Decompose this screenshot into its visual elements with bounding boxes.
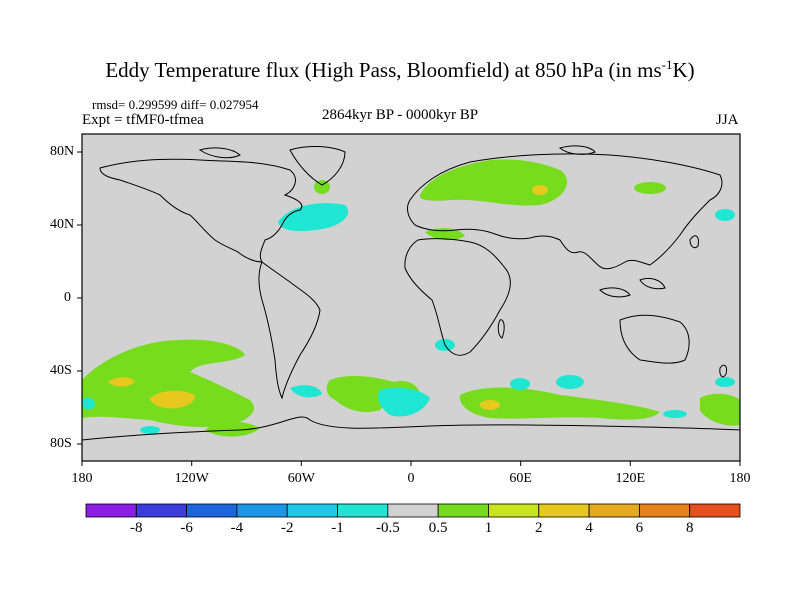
- colorbar-label: 1: [484, 520, 493, 536]
- positive-core-s-indian: [480, 400, 500, 410]
- colorbar-swatch: [538, 503, 590, 518]
- lon-label-0: 0: [407, 471, 415, 486]
- season-label: JJA: [716, 112, 739, 128]
- colorbar-swatch: [437, 503, 489, 518]
- coastlines: [81, 145, 741, 441]
- colorbar-swatch: [135, 503, 188, 518]
- negative-patch-n-atlantic: [278, 203, 349, 232]
- colorbar-swatch: [689, 503, 741, 518]
- lat-label-80s: 80S: [50, 436, 72, 451]
- colorbar-swatch: [588, 503, 640, 518]
- negative-patch-ross: [140, 426, 160, 434]
- positive-core-s-pacific: [150, 390, 195, 409]
- lat-label-0: 0: [64, 290, 71, 305]
- colorbar-swatch: [638, 503, 691, 518]
- positive-patch-greenland: [314, 180, 330, 194]
- colorbar-swatch: [186, 503, 238, 518]
- chart-title: Eddy Temperature flux (High Pass, Bloomf…: [0, 57, 800, 83]
- title-main: Eddy Temperature flux (High Pass, Bloomf…: [105, 58, 662, 82]
- colorbar-label: 8: [685, 520, 694, 536]
- colorbar-label: -2: [280, 520, 294, 536]
- title-end: K): [672, 58, 695, 82]
- positive-patch-tasman: [700, 393, 740, 426]
- colorbar-label: 2: [535, 520, 543, 536]
- lon-label-60w: 60W: [287, 471, 315, 486]
- negative-patch-n-pacific: [715, 209, 735, 221]
- lat-label-40s: 40S: [50, 363, 72, 378]
- negative-patch-s-indian: [510, 378, 530, 390]
- colorbar-swatch: [286, 503, 338, 518]
- colorbar-label: 4: [585, 520, 593, 536]
- colorbar-swatch: [387, 503, 439, 518]
- axis-ticks: [77, 151, 741, 466]
- colorbar-label: 6: [635, 520, 644, 536]
- lon-label-180e: 180: [729, 471, 751, 486]
- lat-label-80n: 80N: [50, 144, 75, 159]
- negative-patch-s-australia: [663, 410, 687, 418]
- colorbar-label: -8: [130, 520, 143, 536]
- experiment-label: Expt = tfMF0-tfmea: [82, 112, 204, 128]
- lon-label-180w: 180: [71, 471, 93, 486]
- anomaly-patches: [82, 159, 740, 437]
- colorbar-label: -4: [230, 520, 244, 536]
- lon-label-60e: 60E: [509, 471, 532, 486]
- positive-patch-scandinavia: [419, 159, 568, 206]
- negative-patch-drake: [290, 385, 322, 398]
- colorbar-swatch: [85, 503, 137, 518]
- positive-patch-amundsen: [205, 421, 260, 437]
- positive-patch-s-indian: [459, 387, 660, 420]
- negative-patch-s-indian-east: [556, 375, 584, 389]
- positive-patch-s-atlantic: [326, 376, 420, 413]
- colorbar-label: 0.5: [428, 520, 448, 536]
- positive-patch-mediterranean: [425, 228, 465, 241]
- colorbar-label: -6: [180, 520, 193, 536]
- colorbar-label: -0.5: [375, 520, 400, 536]
- negative-patch-s-pacific-edge: [82, 397, 95, 410]
- colorbar: [85, 503, 741, 518]
- positive-patch-siberia: [634, 182, 666, 194]
- negative-patch-tasman: [715, 377, 735, 387]
- stats-label: rmsd= 0.299599 diff= 0.027954: [92, 97, 259, 112]
- title-superscript: -1: [661, 57, 673, 72]
- positive-core-eurasia: [532, 185, 548, 195]
- positive-patch-s-pacific: [82, 339, 254, 428]
- lon-label-120e: 120E: [615, 471, 646, 486]
- negative-patch-s-atlantic: [378, 387, 430, 417]
- colorbar-swatch: [488, 503, 540, 518]
- period-label: 2864kyr BP - 0000kyr BP: [322, 107, 479, 123]
- lat-label-40n: 40N: [50, 217, 75, 232]
- colorbar-swatch: [236, 503, 288, 518]
- colorbar-label: -1: [331, 520, 344, 536]
- colorbar-swatch: [337, 503, 389, 518]
- positive-core-s-pacific-west: [108, 377, 135, 387]
- lon-label-120w: 120W: [174, 471, 209, 486]
